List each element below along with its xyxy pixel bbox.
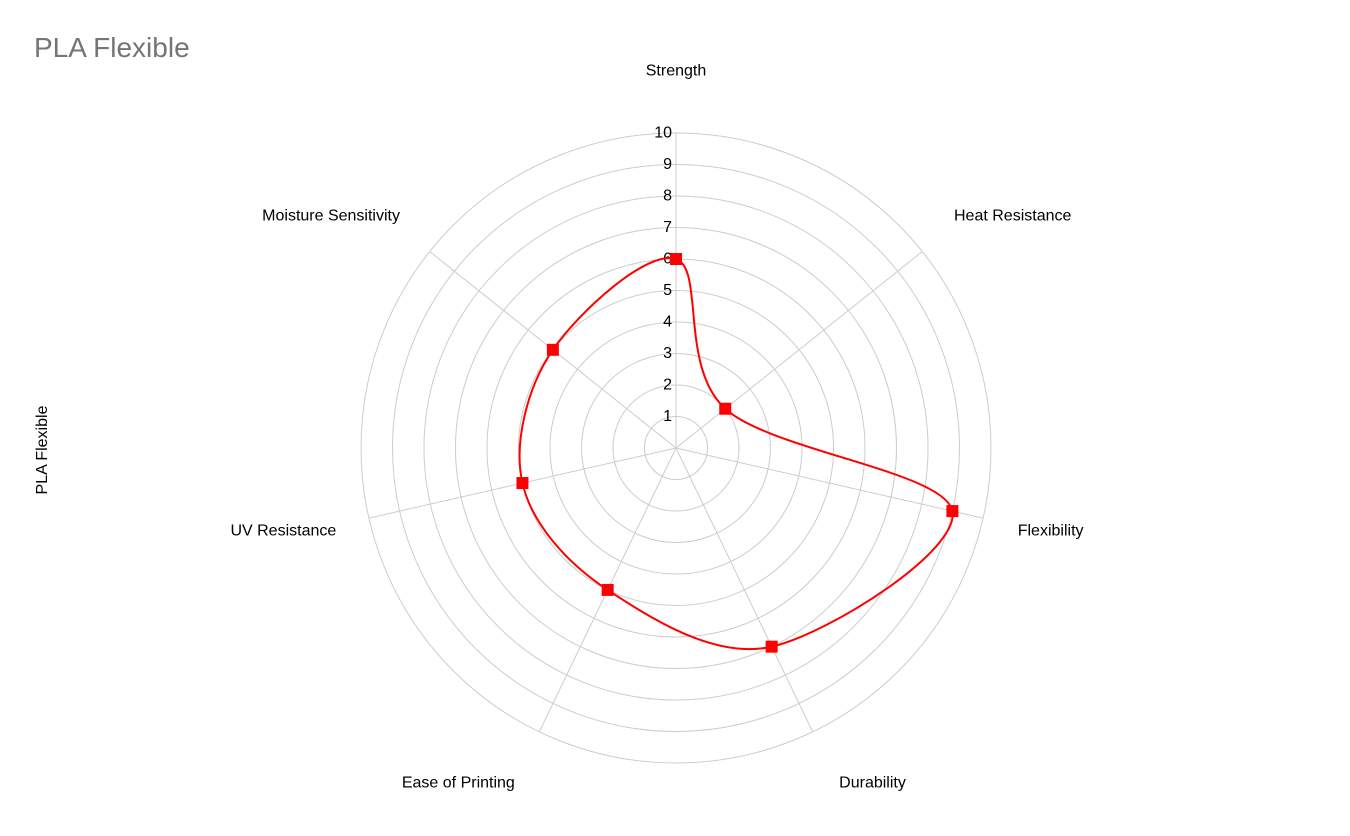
data-point-uv-resistance[interactable] [516, 477, 529, 490]
tick-label: 5 [663, 282, 672, 299]
tick-label: 10 [654, 125, 672, 142]
spoke-durability [675, 447, 814, 733]
chart-title: PLA Flexible [34, 32, 190, 63]
tick-label: 2 [663, 377, 672, 394]
spoke-flexibility [675, 447, 984, 519]
axis-label-heat-resistance: Heat Resistance [954, 208, 1071, 225]
tick-label: 8 [663, 188, 672, 205]
data-point-ease-of-printing[interactable] [601, 583, 614, 596]
tick-label: 1 [663, 408, 672, 425]
axis-label-ease-of-printing: Ease of Printing [402, 775, 515, 792]
axis-label-durability: Durability [839, 775, 906, 792]
data-point-durability[interactable] [765, 640, 778, 653]
axis-label-uv-resistance: UV Resistance [230, 522, 336, 539]
tick-label: 9 [663, 156, 672, 173]
axis-label-moisture-sensitivity: Moisture Sensitivity [262, 208, 400, 225]
radar-series [516, 253, 959, 653]
tick-label: 4 [663, 314, 672, 331]
radar-spokes [368, 133, 984, 733]
tick-label: 3 [663, 345, 672, 362]
tick-label: 7 [663, 219, 672, 236]
data-point-strength[interactable] [670, 253, 682, 265]
data-point-moisture-sensitivity[interactable] [546, 343, 559, 356]
axis-label-flexibility: Flexibility [1018, 522, 1084, 539]
spoke-heat-resistance [675, 251, 923, 449]
axis-label-strength: Strength [646, 63, 706, 80]
series-line-pla-flexible [518, 256, 954, 651]
data-point-flexibility[interactable] [946, 505, 959, 518]
radar-axis-labels: Strength Heat Resistance Flexibility Durabi… [230, 63, 1083, 792]
data-point-heat-resistance[interactable] [719, 402, 732, 415]
